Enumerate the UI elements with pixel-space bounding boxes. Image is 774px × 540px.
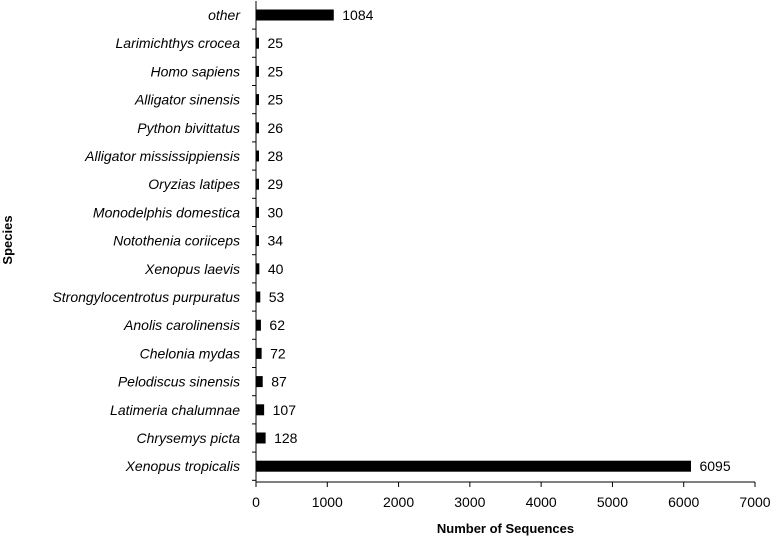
x-tick-label: 4000 (526, 494, 557, 510)
category-label: Xenopus laevis (144, 261, 240, 277)
x-axis-ticks: 0 1000 2000 3000 4000 5000 6000 7000 (252, 28, 771, 510)
data-label: 25 (268, 92, 284, 108)
bar (256, 347, 262, 359)
data-label: 34 (268, 233, 284, 249)
x-tick-label: 0 (252, 494, 260, 510)
x-tick-label: 5000 (597, 494, 628, 510)
data-label: 29 (268, 176, 284, 192)
bars (256, 9, 691, 472)
category-labels: other Larimichthys crocea Homo sapiens Alli… (52, 7, 241, 474)
bar (256, 319, 261, 331)
category-label: Alligator mississippiensis (84, 148, 240, 164)
category-label: Pelodiscus sinensis (118, 374, 240, 390)
x-tick-label: 7000 (739, 494, 770, 510)
data-label: 6095 (699, 458, 730, 474)
category-label: Chrysemys picta (137, 430, 241, 446)
bar (256, 432, 266, 444)
bar (256, 235, 259, 247)
bar (256, 291, 261, 303)
data-label: 40 (268, 261, 284, 277)
bar (256, 404, 265, 416)
category-label: Homo sapiens (151, 63, 241, 79)
data-label: 107 (273, 402, 297, 418)
category-label: Latimeria chalumnae (110, 402, 240, 418)
category-label: Chelonia mydas (140, 345, 240, 361)
bar (256, 460, 691, 472)
bar (256, 206, 259, 218)
x-tick-label: 6000 (668, 494, 699, 510)
bar (256, 37, 259, 49)
data-label: 26 (268, 120, 284, 136)
x-tick-label: 3000 (454, 494, 485, 510)
bar (256, 9, 334, 21)
category-label: Larimichthys crocea (116, 35, 241, 51)
bar (256, 122, 259, 134)
bar (256, 94, 259, 106)
category-label: Notothenia coriiceps (113, 233, 240, 249)
data-label: 128 (274, 430, 298, 446)
bar (256, 150, 259, 162)
x-tick-label: 2000 (383, 494, 414, 510)
data-label: 30 (268, 204, 284, 220)
bar (256, 263, 260, 275)
category-label: Oryzias latipes (148, 176, 240, 192)
category-label: Python bivittatus (137, 120, 240, 136)
data-label: 28 (268, 148, 284, 164)
data-label: 25 (268, 63, 284, 79)
x-axis-title: Number of Sequences (437, 521, 574, 536)
category-label: other (208, 7, 241, 23)
data-label: 72 (270, 345, 286, 361)
bar (256, 376, 263, 388)
x-tick-label: 1000 (312, 494, 343, 510)
data-label: 53 (269, 289, 285, 305)
data-label: 62 (269, 317, 285, 333)
category-label: Anolis carolinensis (123, 317, 240, 333)
value-labels: 1084 25 25 25 26 28 29 30 34 40 53 62 72 87 107 128 6095 (268, 7, 731, 474)
bar (256, 178, 259, 190)
category-label: Alligator sinensis (134, 92, 240, 108)
data-label: 87 (271, 374, 287, 390)
y-axis-title: Species (0, 215, 15, 264)
category-label: Strongylocentrotus purpuratus (52, 289, 240, 305)
category-label: Monodelphis domestica (93, 204, 240, 220)
category-label: Xenopus tropicalis (125, 458, 240, 474)
data-label: 1084 (342, 7, 373, 23)
plot-area: 0 1000 2000 3000 4000 5000 6000 7000 other Larim… (52, 1, 771, 510)
bar (256, 65, 259, 77)
data-label: 25 (268, 35, 284, 51)
